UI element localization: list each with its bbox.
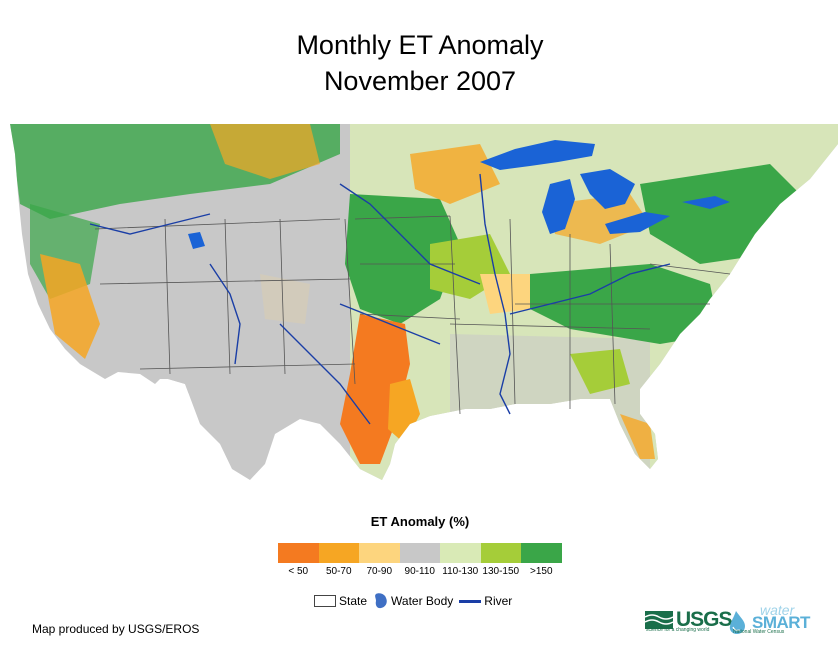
lake-michigan xyxy=(542,179,575,234)
legend-label-3: 90-110 xyxy=(404,566,435,577)
map-credit: Map produced by USGS/EROS xyxy=(32,622,200,636)
southeast-green-patch xyxy=(570,349,630,394)
watersmart-tagline: National Water Census xyxy=(733,629,785,635)
plains-green-belt xyxy=(345,194,460,324)
usgs-logo-text: USGS xyxy=(676,608,733,631)
legend-swatch-0 xyxy=(278,543,319,563)
montana-deficit xyxy=(210,124,320,179)
legend-label-5: 130-150 xyxy=(482,566,520,577)
ohio-river xyxy=(509,263,671,315)
minnesota-deficit xyxy=(410,144,500,204)
map-title-line2: November 2007 xyxy=(323,66,517,96)
et-anomaly-map xyxy=(10,124,838,480)
legend-label-6: >150 xyxy=(529,566,553,577)
interior-west-gray xyxy=(100,214,350,394)
map-key: State Water Body River xyxy=(314,592,518,610)
legend-swatches xyxy=(278,543,562,563)
usgs-tagline: science for a changing world xyxy=(646,627,710,633)
key-river: River xyxy=(459,594,512,608)
key-water-body-label: Water Body xyxy=(391,594,454,608)
legend-label-0: < 50 xyxy=(288,566,309,577)
legend-label-1: 50-70 xyxy=(325,566,352,577)
missouri-river xyxy=(339,183,481,285)
columbia-snake-river xyxy=(89,213,211,235)
key-river-label: River xyxy=(484,594,513,608)
lake-superior xyxy=(480,140,595,170)
colorado-river xyxy=(209,263,241,365)
florida-deficit xyxy=(620,414,655,459)
map-title-line1: Monthly ET Anomaly xyxy=(296,30,544,60)
legend-title: ET Anomaly (%) xyxy=(370,514,470,529)
legend-swatch-2 xyxy=(359,543,400,563)
lake-erie xyxy=(605,212,670,234)
lake-huron xyxy=(580,169,635,209)
california-deficit xyxy=(40,254,100,359)
key-water-body: Water Body xyxy=(373,592,453,610)
legend-labels: < 50 50-70 70-90 90-110 110-130 130-150 >150 xyxy=(278,566,568,580)
great-lakes xyxy=(188,140,730,249)
rivers xyxy=(89,173,671,425)
lake-ontario xyxy=(682,196,730,209)
mississippi-river xyxy=(479,173,511,415)
watersmart-logo-water: water xyxy=(760,602,795,618)
water-body-icon xyxy=(375,593,387,609)
key-state: State xyxy=(314,594,367,608)
legend-swatch-6 xyxy=(521,543,562,563)
state-symbol-icon xyxy=(314,595,336,607)
rio-grande xyxy=(279,323,371,425)
usgs-logo-icon xyxy=(645,611,674,629)
great-salt-lake xyxy=(188,232,205,249)
watersmart-logo-icon xyxy=(729,611,745,634)
legend-label-4: 110-130 xyxy=(442,566,479,577)
river-symbol-icon xyxy=(459,599,482,603)
arkansas-river xyxy=(339,303,441,345)
legend-swatch-5 xyxy=(480,543,521,563)
legend-swatch-1 xyxy=(318,543,359,563)
legend-swatch-3 xyxy=(399,543,440,563)
watersmart-logo-smart: SMART xyxy=(752,613,810,632)
legend-label-2: 70-90 xyxy=(366,566,393,577)
legend-swatch-4 xyxy=(440,543,481,563)
key-state-label: State xyxy=(339,594,368,608)
state-borders xyxy=(94,215,731,415)
